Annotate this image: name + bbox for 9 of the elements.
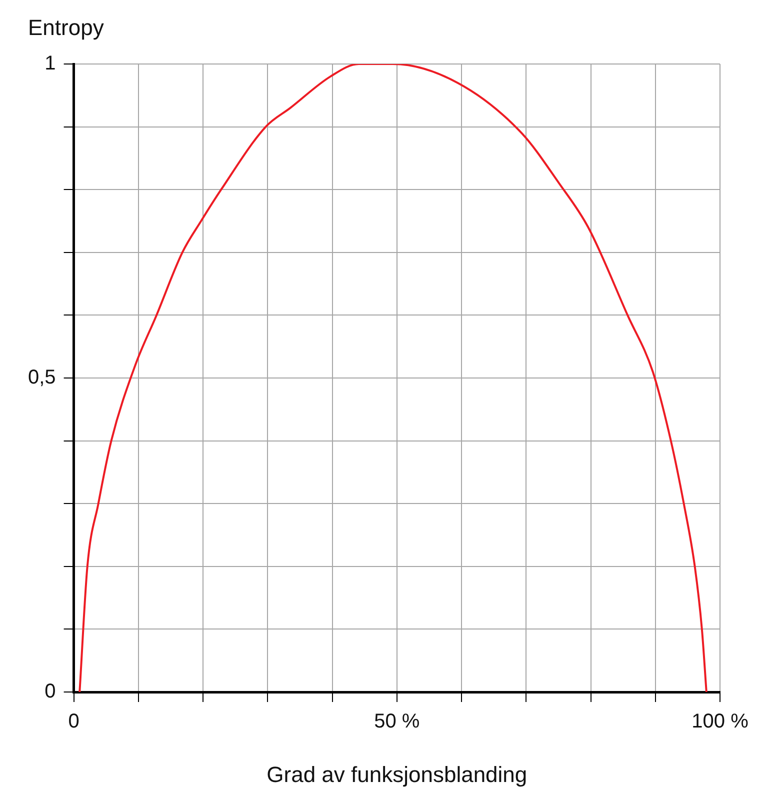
x-tick-label: 100 % bbox=[692, 710, 749, 733]
line-series bbox=[78, 64, 708, 692]
y-axis-title: Entropy bbox=[28, 15, 104, 40]
y-tick-label: 0,5 bbox=[28, 366, 56, 389]
y-tick-label: 1 bbox=[44, 52, 56, 75]
x-tick-label: 50 % bbox=[374, 710, 420, 733]
x-axis-title: Grad av funksjonsblanding bbox=[266, 762, 528, 788]
x-tick-label: 0 bbox=[68, 710, 80, 733]
y-tick-label: 0 bbox=[44, 680, 56, 703]
